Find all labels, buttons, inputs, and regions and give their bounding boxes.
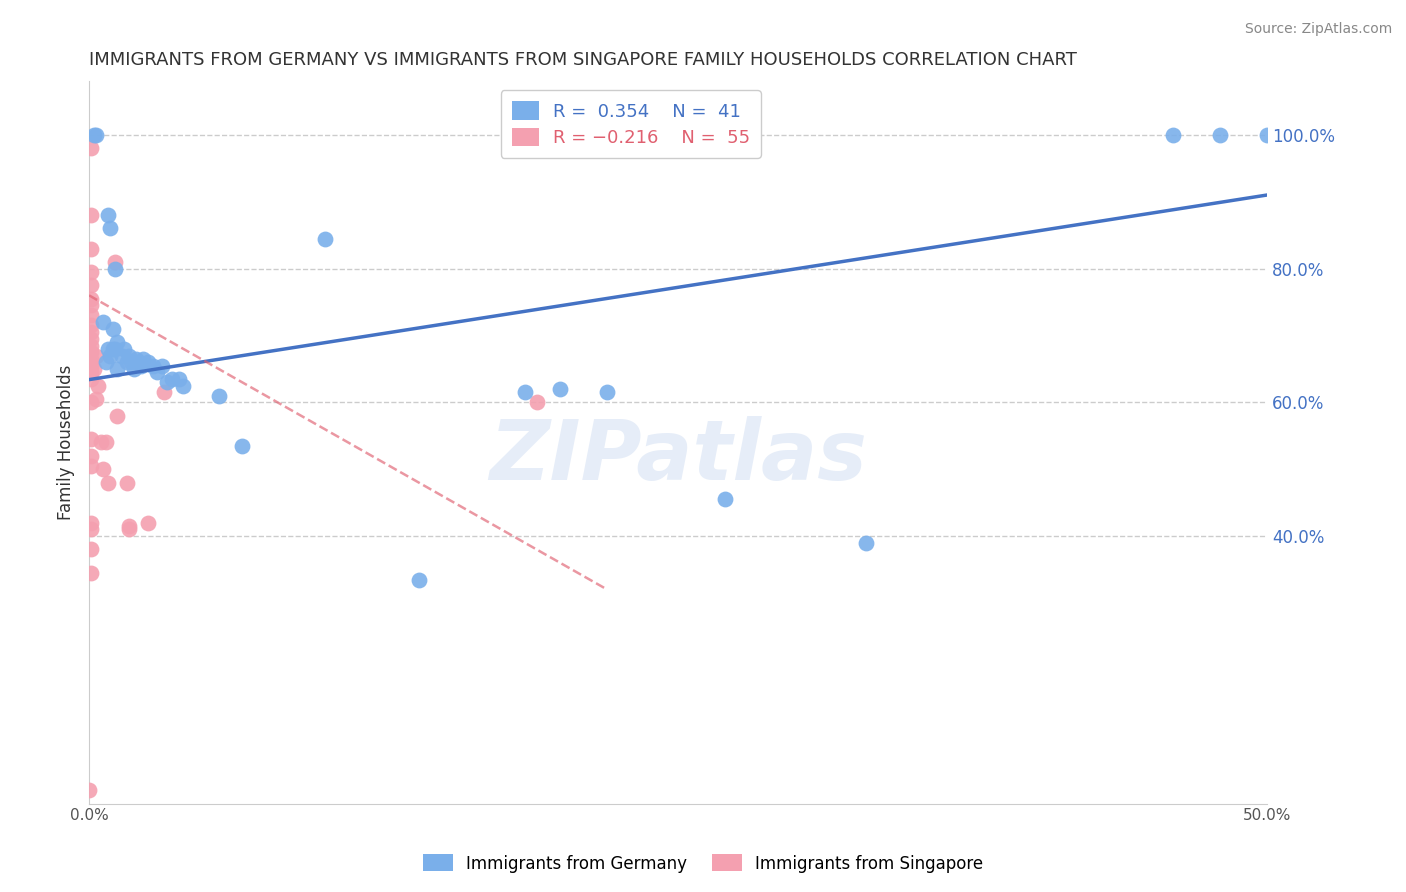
Point — [548, 382, 571, 396]
Point — [80, 566, 103, 580]
Point — [94, 355, 117, 369]
Point — [150, 359, 173, 373]
Point — [80, 359, 103, 373]
Point — [98, 349, 121, 363]
Point — [128, 355, 150, 369]
Point — [408, 573, 430, 587]
Legend: Immigrants from Germany, Immigrants from Singapore: Immigrants from Germany, Immigrants from… — [416, 847, 990, 880]
Point — [80, 242, 103, 256]
Point — [855, 536, 877, 550]
Point — [101, 342, 124, 356]
Point — [1209, 128, 1232, 142]
Point — [167, 372, 190, 386]
Point — [105, 409, 128, 423]
Point — [142, 359, 165, 373]
Point — [80, 395, 103, 409]
Point — [118, 519, 141, 533]
Point — [87, 378, 110, 392]
Y-axis label: Family Households: Family Households — [58, 365, 75, 520]
Point — [80, 338, 103, 352]
Point — [1161, 128, 1184, 142]
Point — [80, 208, 103, 222]
Point — [80, 449, 103, 463]
Point — [136, 355, 159, 369]
Point — [91, 462, 114, 476]
Point — [83, 362, 105, 376]
Point — [596, 385, 619, 400]
Point — [80, 516, 103, 530]
Point — [105, 335, 128, 350]
Point — [112, 342, 135, 356]
Point — [84, 349, 107, 363]
Point — [118, 349, 141, 363]
Point — [80, 372, 103, 386]
Point — [156, 376, 179, 390]
Point — [80, 345, 103, 359]
Point — [80, 523, 103, 537]
Point — [1256, 128, 1278, 142]
Point — [129, 359, 152, 373]
Point — [97, 208, 120, 222]
Legend: R =  0.354    N =  41, R = −0.216    N =  55: R = 0.354 N = 41, R = −0.216 N = 55 — [501, 90, 761, 158]
Point — [80, 332, 103, 346]
Point — [111, 349, 134, 363]
Point — [97, 342, 120, 356]
Point — [80, 309, 103, 323]
Point — [104, 342, 127, 356]
Point — [146, 365, 169, 379]
Point — [526, 395, 548, 409]
Point — [80, 292, 103, 306]
Point — [136, 516, 159, 530]
Point — [80, 298, 103, 312]
Point — [125, 351, 148, 366]
Point — [80, 365, 103, 379]
Point — [90, 435, 112, 450]
Point — [132, 351, 155, 366]
Point — [160, 372, 183, 386]
Point — [104, 261, 127, 276]
Point — [714, 492, 737, 507]
Point — [80, 458, 103, 473]
Point — [314, 231, 336, 245]
Point — [80, 351, 103, 366]
Point — [80, 325, 103, 339]
Point — [115, 355, 138, 369]
Text: ZIPatlas: ZIPatlas — [489, 417, 868, 498]
Point — [122, 362, 145, 376]
Point — [98, 221, 121, 235]
Point — [84, 392, 107, 406]
Point — [97, 475, 120, 490]
Point — [121, 355, 143, 369]
Point — [153, 385, 176, 400]
Point — [91, 315, 114, 329]
Point — [80, 542, 103, 557]
Point — [172, 378, 194, 392]
Point — [80, 278, 103, 293]
Point — [104, 255, 127, 269]
Point — [115, 475, 138, 490]
Text: IMMIGRANTS FROM GERMANY VS IMMIGRANTS FROM SINGAPORE FAMILY HOUSEHOLDS CORRELATI: IMMIGRANTS FROM GERMANY VS IMMIGRANTS FR… — [89, 51, 1077, 69]
Point — [80, 432, 103, 446]
Text: Source: ZipAtlas.com: Source: ZipAtlas.com — [1244, 22, 1392, 37]
Point — [80, 265, 103, 279]
Point — [105, 362, 128, 376]
Point — [83, 128, 105, 142]
Point — [80, 141, 103, 155]
Point — [77, 783, 100, 797]
Point — [80, 318, 103, 333]
Point — [118, 523, 141, 537]
Point — [513, 385, 536, 400]
Point — [94, 435, 117, 450]
Point — [231, 439, 253, 453]
Point — [84, 128, 107, 142]
Point — [207, 389, 229, 403]
Point — [101, 322, 124, 336]
